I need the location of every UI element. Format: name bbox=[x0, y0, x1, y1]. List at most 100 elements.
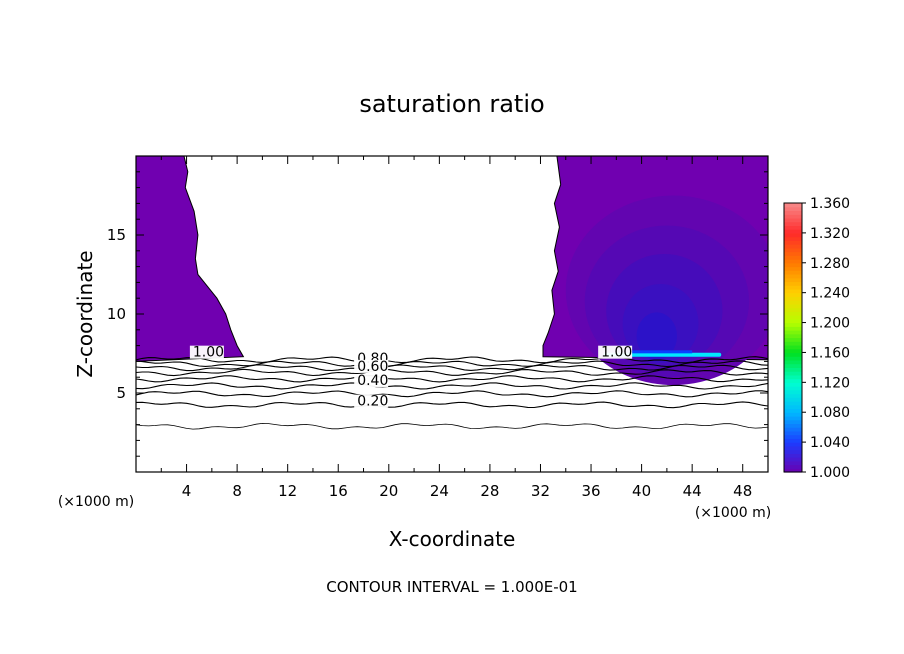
colorbar-segment bbox=[784, 442, 802, 447]
x-axis-unit-left: (×1000 m) bbox=[58, 494, 134, 510]
colorbar-segment bbox=[784, 203, 802, 208]
y-tick-label: 15 bbox=[107, 226, 126, 244]
colorbar-segment bbox=[784, 225, 802, 230]
colorbar-segment bbox=[784, 206, 802, 212]
contour-line bbox=[136, 375, 768, 383]
colorbar-segment bbox=[784, 281, 802, 286]
colorbar-segment bbox=[784, 389, 802, 395]
contour-label-bg bbox=[189, 345, 224, 359]
contour-interval-note: CONTOUR INTERVAL = 1.000E-01 bbox=[326, 578, 577, 596]
contour-label-bg bbox=[354, 359, 389, 373]
colorbar-label: 1.160 bbox=[810, 345, 850, 361]
x-axis-label: X-coordinate bbox=[389, 527, 516, 551]
x-tick-label: 20 bbox=[379, 482, 398, 500]
colorbar-segment bbox=[784, 307, 802, 312]
colorbar-segment bbox=[784, 292, 802, 298]
contour-label-bg bbox=[354, 394, 389, 408]
x-tick-label: 40 bbox=[632, 482, 651, 500]
colorbar-segment bbox=[784, 303, 802, 309]
colorbar-segment bbox=[784, 288, 802, 294]
colorbar-segment bbox=[784, 460, 802, 466]
colorbar-segment bbox=[784, 348, 802, 354]
colorbar-segment bbox=[784, 457, 802, 462]
colorbar-segment bbox=[784, 255, 802, 260]
colorbar-segment bbox=[784, 337, 802, 342]
colorbar-segment bbox=[784, 236, 802, 241]
colorbar-segment bbox=[784, 438, 802, 443]
colorbar-segment bbox=[784, 210, 802, 215]
contour-line bbox=[136, 360, 768, 368]
colorbar-segment bbox=[784, 247, 802, 253]
colorbar-segment bbox=[784, 453, 802, 458]
x-tick-label: 44 bbox=[683, 482, 702, 500]
colorbar-segment bbox=[784, 240, 802, 245]
colorbar-segment bbox=[784, 363, 802, 368]
contour-label: 1.00 bbox=[601, 345, 632, 361]
chart-title: saturation ratio bbox=[359, 90, 544, 118]
contour-label: 1.00 bbox=[193, 345, 224, 361]
colorbar-segment bbox=[784, 217, 802, 223]
contour-label-bg bbox=[598, 345, 633, 359]
colorbar-label: 1.000 bbox=[810, 465, 850, 481]
colorbar-segment bbox=[784, 386, 802, 391]
colorbar-segment bbox=[784, 449, 802, 454]
x-axis-ticks: 4 8 12 16 20 24 28 32 36 40 44 48 bbox=[160, 156, 752, 500]
colorbar-segment bbox=[784, 393, 802, 398]
x-tick-label: 24 bbox=[430, 482, 449, 500]
contour-label: 0.40 bbox=[357, 373, 388, 389]
supersaturated-region-left bbox=[136, 156, 245, 362]
y-axis-label: Z-coordinate bbox=[73, 250, 97, 377]
colorbar-segment bbox=[784, 404, 802, 410]
colorbar-segment bbox=[784, 419, 802, 425]
x-axis-unit-right: (×1000 m) bbox=[695, 505, 771, 521]
colorbar-segment bbox=[784, 344, 802, 350]
colorbar-segment bbox=[784, 430, 802, 436]
colorbar-segment bbox=[784, 427, 802, 432]
colorbar-segment bbox=[784, 378, 802, 383]
x-tick-label: 8 bbox=[232, 482, 242, 500]
colorbar-label: 1.120 bbox=[810, 375, 850, 391]
colorbar-label: 1.240 bbox=[810, 286, 850, 302]
colorbar-segment bbox=[784, 326, 802, 331]
colorbar-segment bbox=[784, 270, 802, 275]
colorbar-segment bbox=[784, 232, 802, 238]
colorbar-segment bbox=[784, 401, 802, 406]
colorbar-segment bbox=[784, 341, 802, 346]
colorbar: 1.360 1.320 1.280 1.240 1.200 1.160 1.120 1.080… bbox=[783, 196, 850, 481]
colorbar-segment bbox=[784, 214, 802, 219]
colorbar-segment bbox=[784, 356, 802, 361]
colorbar-label: 1.080 bbox=[810, 405, 850, 421]
colorbar-segment bbox=[784, 415, 802, 421]
colorbar-segment bbox=[784, 296, 802, 301]
colorbar-segment bbox=[784, 464, 802, 469]
x-tick-label: 32 bbox=[531, 482, 550, 500]
contour-label: 0.20 bbox=[357, 394, 388, 410]
colorbar-segment bbox=[784, 445, 802, 451]
colorbar-segment bbox=[784, 423, 802, 428]
colorbar-segment bbox=[784, 352, 802, 357]
x-tick-label: 36 bbox=[581, 482, 600, 500]
colorbar-segment bbox=[784, 367, 802, 372]
colorbar-segment bbox=[784, 300, 802, 305]
colorbar-segment bbox=[784, 262, 802, 268]
colorbar-segment bbox=[784, 359, 802, 365]
supersaturation-streak bbox=[603, 352, 722, 357]
supersaturation-streak-core bbox=[628, 350, 693, 354]
x-tick-label: 16 bbox=[329, 482, 348, 500]
colorbar-segment bbox=[784, 315, 802, 320]
x-tick-label: 12 bbox=[278, 482, 297, 500]
y-tick-label: 5 bbox=[116, 384, 126, 402]
contour-line bbox=[136, 364, 768, 372]
colorbar-segment bbox=[784, 397, 802, 402]
contour-line bbox=[136, 368, 768, 377]
contour-line bbox=[136, 422, 768, 430]
colorbar-segment bbox=[784, 322, 802, 327]
colorbar-label: 1.320 bbox=[810, 226, 850, 242]
x-tick-label: 48 bbox=[733, 482, 752, 500]
colorbar-segment bbox=[784, 251, 802, 256]
x-tick-label: 28 bbox=[480, 482, 499, 500]
contour-line bbox=[136, 401, 768, 409]
colorbar-segment bbox=[784, 412, 802, 417]
contour-label-bg bbox=[354, 374, 389, 388]
